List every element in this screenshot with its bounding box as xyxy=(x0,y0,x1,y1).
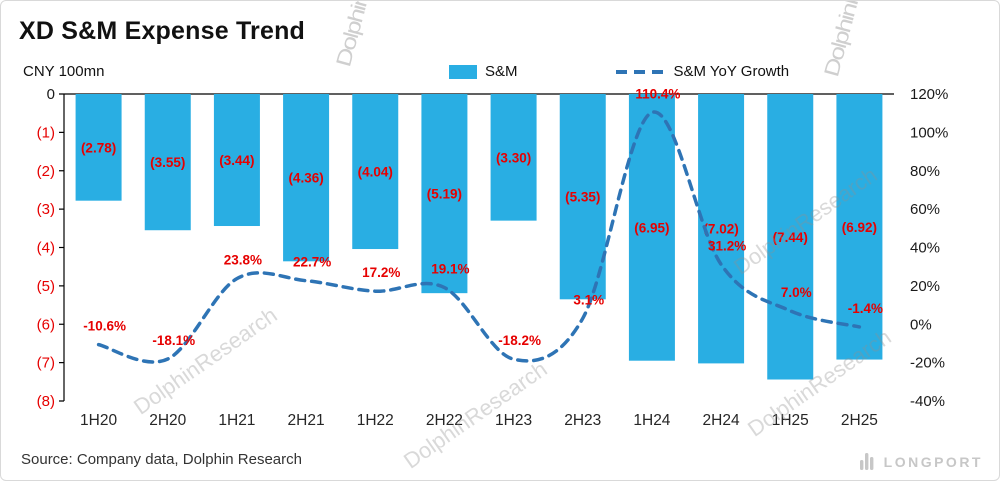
bar-value-label: (5.35) xyxy=(565,190,600,205)
growth-value-label: 19.1% xyxy=(431,262,469,277)
source-note: Source: Company data, Dolphin Research xyxy=(21,451,302,468)
page-title: XD S&M Expense Trend xyxy=(19,17,306,45)
growth-value-label: 22.7% xyxy=(293,255,331,270)
bar xyxy=(213,94,260,227)
bar xyxy=(75,94,122,201)
longport-bars-icon xyxy=(859,453,874,470)
right-axis-label: 20% xyxy=(910,278,940,295)
legend-bar-swatch xyxy=(449,64,477,79)
category-label: 2H20 xyxy=(149,412,186,429)
left-axis-label: (1) xyxy=(37,124,55,141)
bar xyxy=(283,94,330,262)
growth-value-label: 110.4% xyxy=(635,86,680,101)
longport-logo-text: LONGPORT xyxy=(883,453,983,470)
category-label: 2H24 xyxy=(703,412,740,429)
left-axis-label: (5) xyxy=(37,278,55,295)
category-label: 1H22 xyxy=(357,412,394,429)
growth-value-label: 7.0% xyxy=(781,285,812,300)
right-axis-label: 40% xyxy=(910,240,940,257)
left-axis-label: (4) xyxy=(37,240,55,257)
category-label: 1H24 xyxy=(633,412,670,429)
legend-line-swatch xyxy=(615,69,666,74)
growth-value-label: 3.1% xyxy=(573,292,604,307)
bar-value-label: (2.78) xyxy=(81,140,116,155)
longport-logo: LONGPORT xyxy=(859,453,983,470)
legend-line-label: S&M YoY Growth xyxy=(673,63,790,80)
bar xyxy=(490,94,537,221)
right-axis-label: 100% xyxy=(910,124,948,141)
growth-value-label: -18.2% xyxy=(498,333,541,348)
bar xyxy=(144,94,191,231)
bar-value-label: (3.55) xyxy=(150,155,185,170)
growth-value-label: -10.6% xyxy=(83,319,126,334)
category-label: 2H22 xyxy=(426,412,463,429)
category-label: 2H25 xyxy=(841,412,878,429)
right-axis-label: 120% xyxy=(910,86,948,103)
bar-value-label: (6.95) xyxy=(634,220,669,235)
bar xyxy=(767,94,814,380)
legend-bar-label: S&M xyxy=(485,63,518,80)
left-axis-unit-label: CNY 100mn xyxy=(23,63,105,80)
category-label: 2H23 xyxy=(564,412,601,429)
category-label: 1H23 xyxy=(495,412,532,429)
left-axis-label: (2) xyxy=(37,163,55,180)
growth-value-label: 31.2% xyxy=(708,238,746,253)
bar xyxy=(836,94,883,360)
bar-value-label: (7.44) xyxy=(773,230,808,245)
bar-value-label: (3.44) xyxy=(219,153,254,168)
right-axis-label: 0% xyxy=(910,316,932,333)
growth-value-label: 23.8% xyxy=(224,253,262,268)
left-axis-label: (8) xyxy=(37,393,55,410)
growth-value-label: -1.4% xyxy=(848,301,883,316)
bar-value-label: (3.30) xyxy=(496,150,531,165)
category-label: 1H25 xyxy=(772,412,809,429)
bar-value-label: (4.04) xyxy=(358,165,393,180)
growth-value-label: -18.1% xyxy=(152,333,195,348)
category-label: 1H20 xyxy=(80,412,117,429)
right-axis-label: 60% xyxy=(910,201,940,218)
left-axis-label: (7) xyxy=(37,355,55,372)
right-axis-label: 80% xyxy=(910,163,940,180)
bar-value-label: (4.36) xyxy=(288,171,323,186)
bar-value-label: (7.02) xyxy=(703,222,738,237)
bar xyxy=(352,94,399,250)
right-axis-label: -40% xyxy=(910,393,945,410)
left-axis-label: (6) xyxy=(37,316,55,333)
yoy-growth-line xyxy=(96,110,862,364)
left-axis-label: (3) xyxy=(37,201,55,218)
growth-value-label: 17.2% xyxy=(362,265,400,280)
legend: S&M S&M YoY Growth xyxy=(449,63,789,80)
bar xyxy=(421,94,468,294)
category-label: 1H21 xyxy=(218,412,255,429)
right-axis-label: -20% xyxy=(910,355,945,372)
bar xyxy=(559,94,606,300)
category-label: 2H21 xyxy=(288,412,325,429)
bar-value-label: (5.19) xyxy=(427,187,462,202)
bar-value-label: (6.92) xyxy=(842,220,877,235)
left-axis-label: 0 xyxy=(47,86,55,103)
